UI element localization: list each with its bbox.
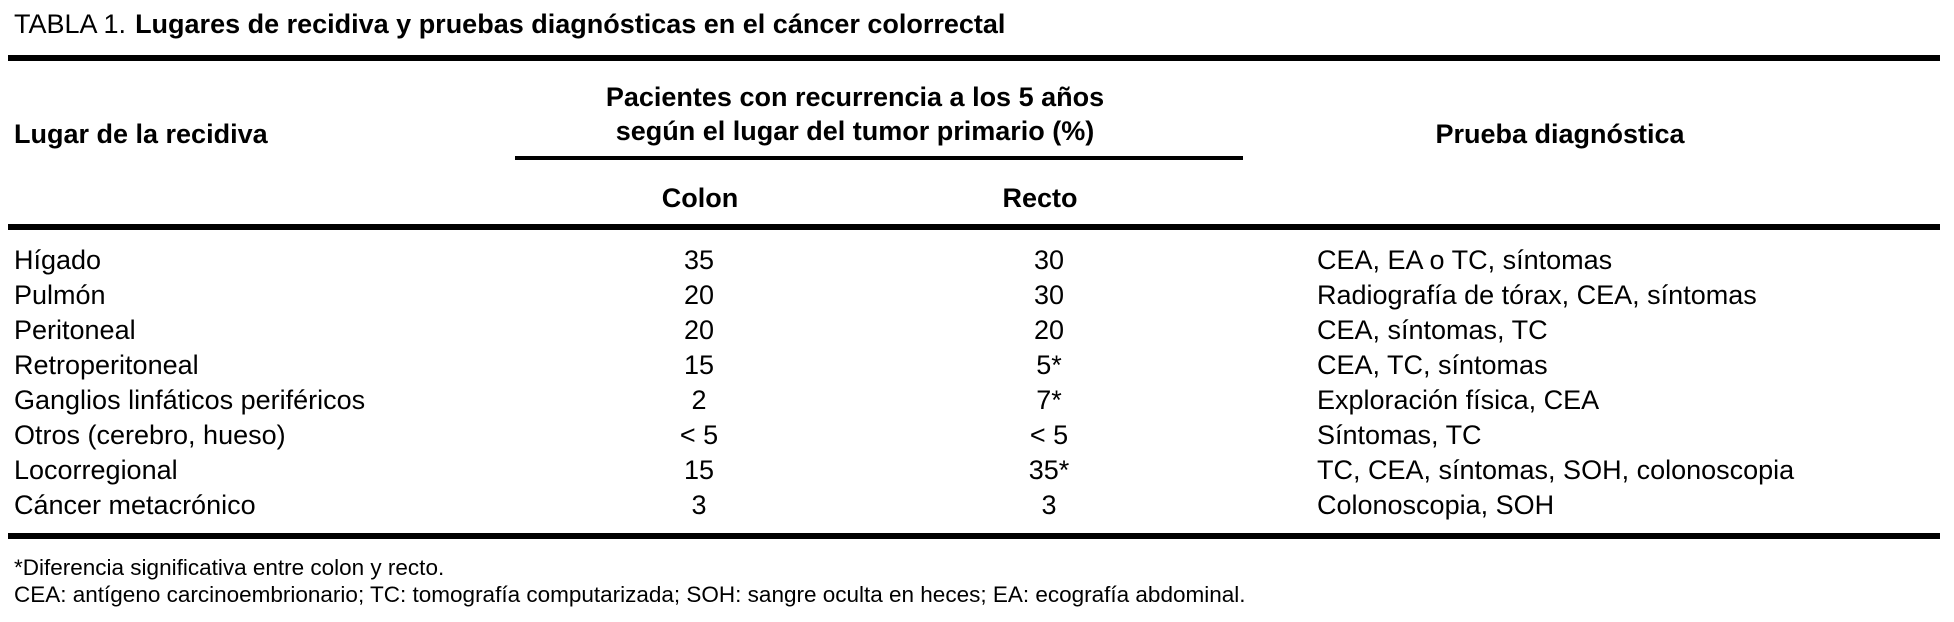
cell-site: Cáncer metacrónico xyxy=(14,490,256,520)
table-row: Locorregional 15 35* TC, CEA, síntomas, … xyxy=(0,453,1954,488)
cell-recto: 30 xyxy=(1033,245,1065,275)
cell-test: TC, CEA, síntomas, SOH, colonoscopia xyxy=(1317,455,1795,485)
cell-recto: 30 xyxy=(1033,280,1065,310)
table-row: Cáncer metacrónico 3 3 Colonoscopia, SOH xyxy=(0,488,1954,523)
cell-site: Peritoneal xyxy=(14,315,136,345)
spanning-header-underline xyxy=(515,156,1243,160)
cell-test: CEA, EA o TC, síntomas xyxy=(1317,245,1613,275)
table-footnotes: *Diferencia significativa entre colon y … xyxy=(14,554,1246,608)
cell-test: Colonoscopia, SOH xyxy=(1317,490,1555,520)
cell-colon: 2 xyxy=(691,385,707,415)
cell-test: Exploración física, CEA xyxy=(1317,385,1600,415)
cell-colon: 20 xyxy=(683,280,715,310)
cell-test: Síntomas, TC xyxy=(1317,420,1482,450)
column-header-colon: Colon xyxy=(661,183,739,213)
column-header-site: Lugar de la recidiva xyxy=(14,119,268,149)
cell-recto: 7* xyxy=(1036,385,1062,415)
cell-test: CEA, síntomas, TC xyxy=(1317,315,1548,345)
table-title: TABLA 1. Lugares de recidiva y pruebas di… xyxy=(14,8,1005,40)
cell-site: Otros (cerebro, hueso) xyxy=(14,420,286,450)
table-row: Hígado 35 30 CEA, EA o TC, síntomas xyxy=(0,243,1954,278)
column-header-test: Prueba diagnóstica xyxy=(1435,119,1685,149)
cell-test: CEA, TC, síntomas xyxy=(1317,350,1548,380)
cell-colon: 15 xyxy=(683,455,715,485)
cell-colon: 20 xyxy=(683,315,715,345)
cell-site: Pulmón xyxy=(14,280,106,310)
table-row: Peritoneal 20 20 CEA, síntomas, TC xyxy=(0,313,1954,348)
bottom-rule xyxy=(8,533,1940,539)
cell-recto: < 5 xyxy=(1029,420,1069,450)
table-row: Pulmón 20 30 Radiografía de tórax, CEA, … xyxy=(0,278,1954,313)
table-row: Retroperitoneal 15 5* CEA, TC, síntomas xyxy=(0,348,1954,383)
cell-site: Ganglios linfáticos periféricos xyxy=(14,385,366,415)
column-header-recto: Recto xyxy=(1002,183,1078,213)
cell-colon: < 5 xyxy=(679,420,719,450)
spanning-header-line1: Pacientes con recurrencia a los 5 años xyxy=(605,82,1105,112)
footnote-abbreviations: CEA: antígeno carcinoembrionario; TC: to… xyxy=(14,582,1246,607)
footnote-significance: *Diferencia significativa entre colon y … xyxy=(14,555,445,580)
table-body: Hígado 35 30 CEA, EA o TC, síntomas Pulm… xyxy=(0,243,1954,523)
spanning-header-recurrence: Pacientes con recurrencia a los 5 años s… xyxy=(460,80,1250,148)
cell-recto: 3 xyxy=(1041,490,1057,520)
cell-colon: 35 xyxy=(683,245,715,275)
cell-test: Radiografía de tórax, CEA, síntomas xyxy=(1317,280,1757,310)
table-title-text: Lugares de recidiva y pruebas diagnóstic… xyxy=(135,9,1006,39)
table-row: Otros (cerebro, hueso) < 5 < 5 Síntomas,… xyxy=(0,418,1954,453)
cell-recto: 35* xyxy=(1028,455,1070,485)
cell-site: Hígado xyxy=(14,245,102,275)
cell-recto: 5* xyxy=(1036,350,1062,380)
spanning-header-line2: según el lugar del tumor primario (%) xyxy=(615,116,1095,146)
cell-site: Retroperitoneal xyxy=(14,350,199,380)
table-row: Ganglios linfáticos periféricos 2 7* Exp… xyxy=(0,383,1954,418)
cell-site: Locorregional xyxy=(14,455,178,485)
cell-recto: 20 xyxy=(1033,315,1065,345)
table-number-label: TABLA 1. xyxy=(14,9,127,39)
header-body-rule xyxy=(8,224,1940,230)
cell-colon: 15 xyxy=(683,350,715,380)
cell-colon: 3 xyxy=(691,490,707,520)
top-rule xyxy=(8,55,1940,61)
